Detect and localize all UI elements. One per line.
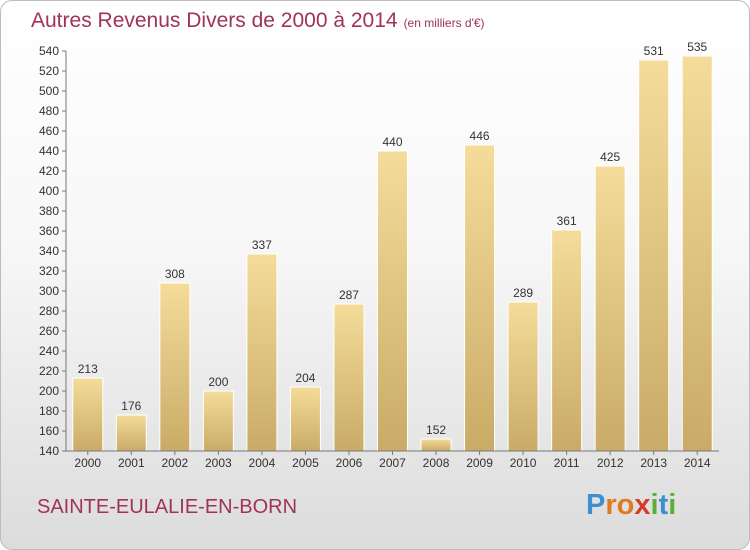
- logo-letter: i: [668, 489, 677, 521]
- bar-2004: [246, 253, 278, 452]
- y-tick-label: 280: [39, 304, 59, 318]
- bar-2011: [551, 229, 583, 452]
- bar-2009: [464, 144, 496, 452]
- x-tick-label-2005: 2005: [292, 456, 319, 470]
- x-tick-label-2009: 2009: [466, 456, 493, 470]
- y-tick-label: 340: [39, 244, 59, 258]
- y-tick-label: 500: [39, 84, 59, 98]
- y-axis: 140 160 180 200 220 240 260 280 300 320 340 360 380 4…: [39, 44, 67, 458]
- value-label-2012: 425: [600, 150, 620, 164]
- y-tick-label: 200: [39, 384, 59, 398]
- x-tick-label-2003: 2003: [205, 456, 232, 470]
- bar-2002: [159, 282, 191, 452]
- x-tick-label-2012: 2012: [597, 456, 624, 470]
- title-unit: (en milliers d'€): [403, 16, 485, 30]
- value-label-2007: 440: [382, 135, 402, 149]
- bar-2012: [594, 165, 626, 452]
- value-label-2004: 337: [252, 238, 272, 252]
- value-label-2006: 287: [339, 288, 359, 302]
- bar-2013: [638, 59, 670, 452]
- y-tick-label: 440: [39, 144, 59, 158]
- x-tick-label-2006: 2006: [336, 456, 363, 470]
- x-tick-label-2004: 2004: [249, 456, 276, 470]
- x-tick-label-2002: 2002: [161, 456, 188, 470]
- bar-2001: [115, 414, 147, 452]
- value-label-2008: 152: [426, 423, 446, 437]
- y-tick-label: 180: [39, 404, 59, 418]
- x-tick-label-2008: 2008: [423, 456, 450, 470]
- value-label-2002: 308: [165, 267, 185, 281]
- value-label-2003: 200: [208, 375, 228, 389]
- value-label-2005: 204: [295, 371, 315, 385]
- value-label-2013: 531: [644, 44, 664, 58]
- proxiti-logo: Proxiti: [586, 489, 676, 522]
- x-tick-label-2007: 2007: [379, 456, 406, 470]
- y-tick-label: 540: [39, 44, 59, 58]
- y-tick-label: 140: [39, 444, 59, 458]
- y-tick-label: 380: [39, 204, 59, 218]
- y-tick-label: 260: [39, 324, 59, 338]
- logo-letter: P: [586, 489, 606, 521]
- value-label-2001: 176: [121, 399, 141, 413]
- logo-letter: t: [658, 489, 669, 521]
- bar-2005: [289, 386, 321, 452]
- y-tick-label: 220: [39, 364, 59, 378]
- logo-letter: i: [650, 489, 659, 521]
- bar-2003: [202, 390, 234, 452]
- y-tick-label: 320: [39, 264, 59, 278]
- y-tick-label: 520: [39, 64, 59, 78]
- logo-letter: r: [605, 489, 617, 521]
- value-label-2014: 535: [687, 40, 707, 54]
- y-tick-label: 360: [39, 224, 59, 238]
- y-tick-label: 400: [39, 184, 59, 198]
- y-tick-label: 480: [39, 104, 59, 118]
- x-tick-label-2010: 2010: [510, 456, 537, 470]
- bar-2007: [377, 150, 408, 452]
- chart-title: Autres Revenus Divers de 2000 à 2014 (en …: [31, 9, 485, 33]
- x-tick-label-2013: 2013: [640, 456, 667, 470]
- y-tick-label: 160: [39, 424, 59, 438]
- x-tick-label-2014: 2014: [684, 456, 711, 470]
- bars: 213 176 308 200 337 204 287 440 152 446 289 361 425 5…: [72, 40, 713, 452]
- y-tick-label: 300: [39, 284, 59, 298]
- bar-2000: [72, 377, 104, 452]
- logo-letter: o: [616, 489, 635, 521]
- x-tick-label-2001: 2001: [118, 456, 145, 470]
- y-tick-label: 420: [39, 164, 59, 178]
- commune-name: SAINTE-EULALIE-EN-BORN: [37, 496, 298, 518]
- value-label-2010: 289: [513, 286, 533, 300]
- title-text: Autres Revenus Divers de 2000 à 2014: [31, 9, 398, 32]
- bar-2006: [333, 303, 365, 452]
- y-tick-label: 240: [39, 344, 59, 358]
- logo-letter: x: [634, 489, 651, 521]
- bar-2014: [681, 55, 713, 452]
- value-label-2009: 446: [470, 129, 490, 143]
- bar-2010: [507, 301, 539, 452]
- value-label-2000: 213: [78, 362, 98, 376]
- x-axis: 2000 2001 2002 2003 2004 2005 2006 2007 2008 2009…: [66, 450, 719, 470]
- value-label-2011: 361: [557, 214, 577, 228]
- x-tick-label-2011: 2011: [554, 456, 580, 470]
- bar-2008: [420, 438, 452, 452]
- x-tick-label-2000: 2000: [74, 456, 101, 470]
- y-tick-label: 460: [39, 124, 59, 138]
